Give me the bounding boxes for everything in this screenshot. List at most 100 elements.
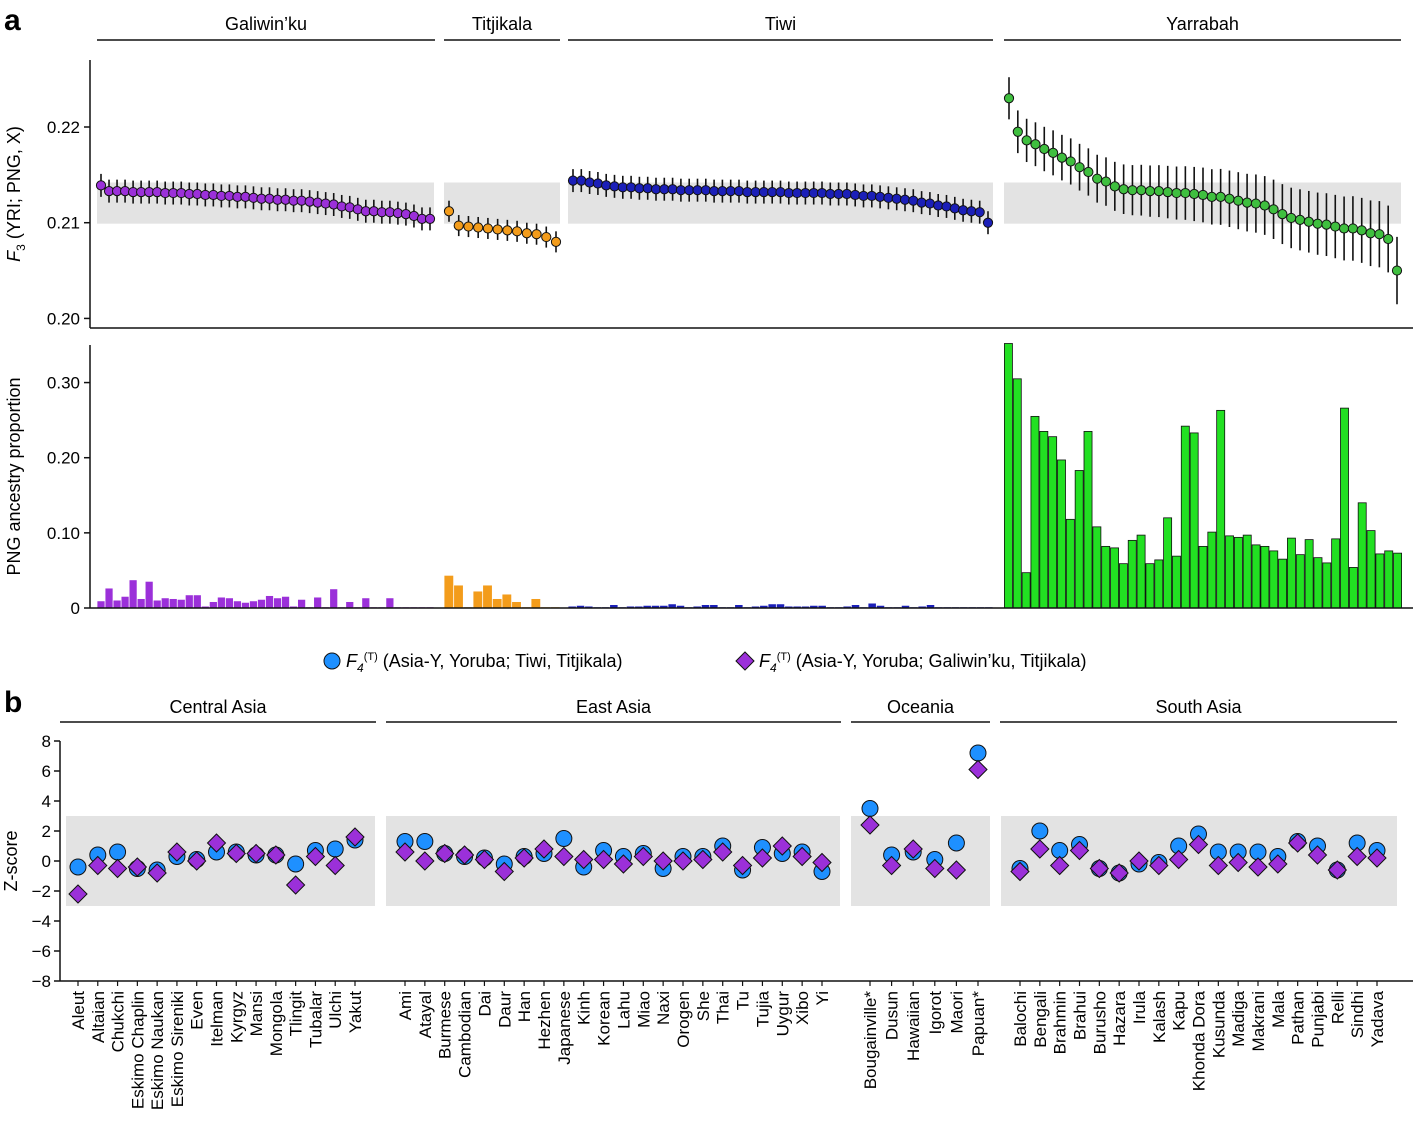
y-label-rest: (YRI; PNG, X) <box>4 126 24 244</box>
y-tick-label: 0.20 <box>47 309 80 328</box>
data-point <box>866 190 877 202</box>
x-tick-label: Cambodian <box>456 991 475 1078</box>
bar <box>1233 536 1243 609</box>
x-tick-label: Naxi <box>654 991 673 1025</box>
data-point <box>974 207 985 218</box>
z-diamond-point <box>226 843 246 864</box>
bar <box>1348 567 1358 609</box>
bar <box>201 606 209 608</box>
z-diamond-point <box>147 863 167 883</box>
bar <box>693 606 701 608</box>
data-point <box>1356 225 1367 236</box>
bar <box>1198 545 1208 609</box>
x-tick-label: Aleut <box>69 991 88 1030</box>
x-tick-label: Ami <box>396 991 415 1020</box>
bar <box>1251 544 1261 609</box>
bar <box>1375 553 1385 609</box>
x-tick-label: Burusho <box>1090 991 1109 1054</box>
bar <box>113 600 121 608</box>
bar <box>137 598 145 608</box>
bar <box>1189 432 1199 609</box>
bar <box>105 588 113 608</box>
reference-band <box>66 816 375 906</box>
x-tick-label: Altaian <box>89 991 108 1043</box>
bar <box>843 606 851 608</box>
z-circle-point <box>109 843 127 861</box>
bar <box>1110 547 1119 609</box>
z-diamond-point <box>285 875 306 895</box>
bar <box>776 604 785 608</box>
z-diamond-point <box>474 849 495 870</box>
data-point <box>1365 228 1376 239</box>
x-tick-label: Atayal <box>416 991 435 1038</box>
y-tick-label: 0 <box>42 852 51 871</box>
x-tick-label: Yi <box>813 991 832 1006</box>
x-tick-label: Dusun <box>883 991 902 1040</box>
data-point <box>521 228 532 239</box>
data-point <box>1021 135 1032 146</box>
bar <box>585 606 593 608</box>
bar <box>818 605 826 608</box>
bar <box>1366 530 1376 609</box>
bar <box>492 598 502 608</box>
z-diamond-point <box>1109 863 1129 883</box>
z-diamond-point <box>1208 855 1229 876</box>
bar <box>145 581 153 608</box>
z-diamond-point <box>1129 851 1149 871</box>
y-tick-label: 0.30 <box>47 374 80 393</box>
data-point <box>592 178 604 189</box>
bar <box>362 598 370 608</box>
z-diamond-point <box>792 846 812 867</box>
bar <box>257 599 266 608</box>
data-point <box>1180 187 1191 199</box>
data-point <box>492 224 503 235</box>
x-tick-label: Bougainville* <box>861 991 880 1090</box>
data-point <box>541 231 552 243</box>
bar <box>209 601 217 608</box>
z-diamond-point <box>1149 855 1169 876</box>
bar <box>568 606 576 608</box>
data-point <box>941 201 952 212</box>
bar <box>710 604 718 608</box>
x-tick-label: Even <box>188 991 207 1030</box>
data-point <box>891 193 902 204</box>
png-ancestry-bar-panel: 0 0.10 0.20 0.30 PNG ancestry proportion <box>4 343 1413 618</box>
data-point <box>667 184 678 195</box>
data-point <box>1092 173 1103 184</box>
bar <box>701 604 710 608</box>
x-tick-label: Lahu <box>614 991 633 1029</box>
bar <box>177 599 185 608</box>
z-diamond-point <box>1069 840 1090 861</box>
data-point <box>899 194 911 205</box>
bar <box>1172 555 1181 609</box>
bar <box>668 604 676 608</box>
data-point <box>949 203 960 214</box>
y-tick-label: 0.22 <box>47 118 80 137</box>
bar <box>1225 535 1234 609</box>
data-point <box>1312 218 1323 229</box>
data-point <box>584 177 595 188</box>
y-tick-label: 0.20 <box>47 449 80 468</box>
y-tick-label: 0 <box>71 599 80 618</box>
data-point <box>1241 197 1253 208</box>
data-point <box>550 236 562 247</box>
x-tick-label: Madiga <box>1229 990 1248 1046</box>
z-diamond-point <box>88 855 108 876</box>
bar <box>1304 539 1314 609</box>
bar <box>249 601 258 608</box>
bar <box>926 604 935 608</box>
data-point <box>1100 176 1112 187</box>
data-point <box>642 183 653 194</box>
data-point <box>982 217 994 228</box>
z-diamond-point <box>946 860 967 880</box>
bar <box>1278 558 1288 609</box>
reference-band <box>851 816 990 906</box>
bar <box>1074 470 1084 609</box>
data-point <box>511 226 523 237</box>
x-tick-label: Yakut <box>346 991 365 1033</box>
z-diamond-point <box>167 842 187 862</box>
z-diamond-point <box>534 839 554 859</box>
bar <box>735 604 743 608</box>
data-point <box>1136 185 1147 196</box>
y-tick-label: 4 <box>42 792 51 811</box>
